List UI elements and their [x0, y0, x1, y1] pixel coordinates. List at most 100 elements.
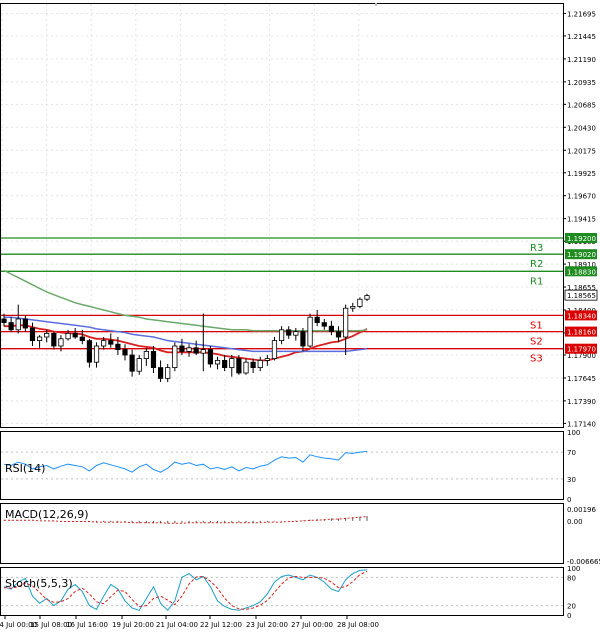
- candle-down: [79, 336, 85, 341]
- candle-down: [108, 340, 114, 345]
- price-tick-label: 1.17390: [567, 398, 596, 406]
- candle-up: [243, 361, 249, 374]
- candle-up: [264, 358, 270, 361]
- candle-down: [122, 349, 128, 356]
- candle-up: [172, 345, 178, 369]
- level-name-r1: R1: [530, 276, 543, 287]
- price-tick-label: 1.21445: [567, 33, 596, 41]
- candle-up: [350, 305, 356, 309]
- candle-down: [207, 349, 214, 365]
- level-tag-label: 1.18340: [567, 312, 596, 320]
- level-tag-label: 1.19020: [567, 251, 596, 259]
- rsi-line: [3, 450, 368, 473]
- time-tick-label: 22 Jul 12:00: [200, 621, 242, 629]
- candle-down: [335, 331, 342, 338]
- candle-up: [293, 331, 299, 336]
- candle-down: [328, 325, 335, 333]
- price-tick-label: 1.18655: [567, 284, 596, 292]
- level-tag: [565, 249, 597, 260]
- stoch-tick-label: 20: [567, 603, 576, 611]
- candle-down: [286, 329, 292, 336]
- candle-up: [257, 359, 263, 368]
- stoch-pane: [0, 567, 564, 616]
- candle-up: [186, 347, 192, 352]
- macd-label: MACD(12,26,9): [5, 508, 89, 521]
- candle-down: [222, 359, 228, 368]
- candle-up: [229, 358, 235, 369]
- level-tag-label: 1.18160: [567, 329, 596, 337]
- candle-down: [236, 358, 242, 374]
- level-name-r2: R2: [530, 259, 543, 270]
- price-tick-label: 1.20430: [567, 124, 596, 132]
- candle-down: [150, 350, 157, 368]
- time-tick-label: 15 Jul 08:00: [30, 621, 72, 629]
- candle-up: [136, 358, 142, 372]
- price-tick-label: 1.20935: [567, 79, 596, 87]
- rsi-pane: [0, 431, 564, 500]
- macd-tick-label: 0.00196: [567, 506, 596, 514]
- candle-down: [8, 322, 14, 331]
- level-tag-label: 1.19200: [567, 235, 596, 243]
- price-tick-label: 1.21695: [567, 10, 596, 18]
- level-name-s2: S2: [530, 337, 543, 348]
- stoch-label: Stoch(5,5,3): [5, 577, 73, 590]
- moving-average-line: [4, 324, 368, 362]
- price-tick-label: 1.19670: [567, 193, 596, 201]
- candle-down: [1, 318, 7, 323]
- level-tag: [565, 233, 597, 243]
- candle-up: [36, 336, 43, 341]
- macd-tick-label: -0.006665: [567, 558, 600, 566]
- price-tick-label: 1.19925: [567, 170, 596, 178]
- candle-down: [29, 327, 36, 341]
- level-name-r3: R3: [530, 243, 543, 254]
- candle-up: [271, 340, 278, 360]
- candle-down: [193, 347, 199, 354]
- candle-up: [58, 338, 64, 347]
- candle-up: [200, 349, 206, 354]
- price-tick-label: 1.17900: [567, 352, 596, 360]
- level-tag: [565, 310, 597, 321]
- time-tick-label: 16 Jul 16:00: [66, 621, 108, 629]
- stoch-tick-label: 80: [567, 574, 576, 582]
- price-tick-label: 1.17140: [567, 420, 596, 428]
- candle-down: [72, 332, 78, 338]
- level-tag-label: 1.18830: [567, 268, 596, 276]
- time-tick-label: 19 Jul 20:00: [112, 621, 154, 629]
- price-tick-label: 1.20685: [567, 101, 596, 109]
- candle-down: [250, 361, 256, 369]
- level-tag: [565, 343, 597, 354]
- moving-average-line: [3, 269, 368, 332]
- candle-up: [343, 307, 349, 338]
- time-tick-label: 21 Jul 04:00: [156, 621, 198, 629]
- candle-up: [65, 332, 71, 340]
- price-tick-label: 1.20175: [567, 147, 596, 155]
- rsi-tick-label: 0: [567, 496, 571, 504]
- rsi-tick-label: 30: [567, 476, 576, 484]
- candle-up: [357, 298, 363, 307]
- candle-up: [15, 318, 21, 331]
- price-tick-label: 1.18910: [567, 261, 596, 269]
- candle-down: [321, 322, 327, 327]
- candle-down: [179, 345, 185, 352]
- candle-down: [157, 367, 164, 379]
- candle-up: [93, 345, 100, 363]
- candle-up: [101, 340, 107, 347]
- level-name-s3: S3: [530, 354, 543, 365]
- candle-down: [129, 354, 135, 372]
- candle-down: [300, 331, 306, 347]
- moving-average-line: [4, 316, 368, 353]
- time-tick-label: 27 Jul 00:00: [291, 621, 333, 629]
- price-tick-label: 1.21190: [567, 56, 596, 64]
- candle-down: [86, 340, 93, 363]
- rsi-tick-label: 70: [567, 449, 576, 457]
- candle-up: [307, 316, 313, 347]
- candle-down: [22, 318, 28, 329]
- macd-signal-line: [4, 516, 368, 524]
- time-tick-label: 28 Jul 08:00: [337, 621, 379, 629]
- candle-down: [115, 343, 121, 351]
- stoch-d-line: [3, 570, 368, 610]
- rsi-label: RSI(14): [5, 462, 45, 475]
- current-price-label: 1.18565: [567, 292, 596, 300]
- candle-up: [143, 350, 149, 359]
